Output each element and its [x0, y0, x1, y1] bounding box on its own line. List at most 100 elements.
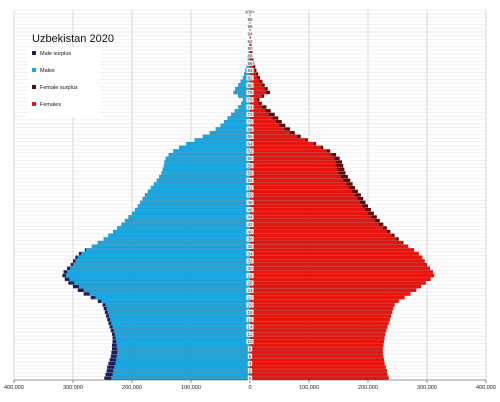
bar-female-26 [249, 281, 426, 285]
bar-female-51 [249, 189, 353, 194]
bar-female-surplus-63 [320, 145, 324, 150]
bar-male-66 [202, 134, 251, 139]
age-label-bg [246, 45, 254, 52]
age-label-bg [247, 353, 253, 359]
bar-male-surplus-28 [62, 273, 66, 278]
bar-male-surplus-24 [77, 288, 84, 292]
bar-male-59 [164, 160, 251, 164]
age-label: 54 [247, 178, 253, 183]
age-label: 46 [247, 207, 253, 212]
legend: Male surplus Males Female surplus Females [28, 47, 100, 117]
bar-female-20 [249, 303, 395, 307]
age-label: 70 [247, 119, 253, 124]
bar-male-10 [115, 339, 251, 344]
bar-female-surplus-66 [297, 134, 301, 139]
bar-male-15 [111, 321, 251, 325]
bar-male-surplus-6 [110, 354, 117, 358]
age-label: 100+ [245, 10, 256, 15]
age-label-bg [246, 141, 254, 147]
bar-female-16 [249, 317, 390, 322]
age-label: 86 [247, 61, 253, 66]
bar-male-18 [107, 310, 251, 314]
age-label-bg [246, 60, 254, 66]
age-label-bg [246, 126, 254, 132]
age-label: 18 [247, 310, 253, 315]
bar-male-surplus-8 [111, 347, 118, 351]
bar-male-surplus-5 [109, 358, 117, 362]
bar-male-37 [97, 240, 251, 245]
bar-male-47 [137, 204, 251, 208]
bar-male-surplus-3 [107, 365, 115, 369]
bar-male-23 [89, 292, 251, 296]
bar-female-31 [249, 262, 428, 267]
bar-female-59 [249, 160, 336, 164]
bar-male-12 [114, 332, 251, 336]
bar-male-surplus-21 [97, 299, 102, 303]
age-label: 28 [247, 273, 253, 278]
age-label-bg [246, 207, 254, 213]
bar-male-40 [113, 229, 251, 234]
age-label-bg [243, 9, 257, 15]
bar-male-38 [103, 237, 251, 241]
x-tick-label: 200,000 [358, 385, 378, 391]
age-label-bg [246, 163, 254, 169]
bar-female-63 [249, 145, 321, 150]
age-label-bg [246, 177, 254, 183]
age-label: 36 [247, 244, 253, 249]
age-label-bg [247, 375, 253, 381]
bar-male-2 [113, 369, 251, 373]
age-label: 14 [247, 325, 253, 330]
bar-female-surplus-55 [340, 175, 348, 179]
bar-female-surplus-67 [290, 131, 295, 135]
bar-male-53 [153, 182, 251, 186]
age-label: 6 [249, 354, 252, 359]
bar-female-14 [249, 325, 388, 329]
age-label: 26 [247, 281, 253, 286]
legend-box [28, 47, 100, 117]
bar-female-2 [249, 369, 387, 373]
age-label: 50 [247, 193, 253, 198]
bar-female-62 [249, 149, 327, 153]
bar-female-49 [249, 196, 358, 201]
x-tick-label: 300,000 [417, 385, 437, 391]
age-label: 16 [247, 317, 253, 322]
age-label-bg [246, 199, 254, 205]
bar-male-30 [69, 266, 251, 271]
age-label: 0 [249, 376, 252, 381]
bar-female-18 [249, 310, 393, 314]
bar-female-13 [249, 328, 387, 333]
bar-female-47 [249, 204, 363, 208]
bar-female-surplus-71 [272, 116, 279, 120]
bar-male-surplus-4 [108, 361, 116, 366]
bar-male-36 [91, 244, 251, 249]
bar-male-51 [147, 189, 251, 194]
bar-female-64 [249, 141, 314, 146]
bar-male-49 [142, 196, 251, 201]
age-label: 30 [247, 266, 253, 271]
bar-male-13 [113, 328, 251, 333]
age-label: 94 [247, 32, 253, 37]
age-label: 44 [247, 215, 253, 220]
age-label-bg [246, 119, 254, 125]
bar-male-4 [115, 361, 251, 366]
age-label: 66 [247, 134, 253, 139]
bar-male-surplus-31 [70, 262, 73, 267]
bar-male-surplus-19 [103, 306, 107, 311]
age-label-bg [246, 272, 254, 279]
bar-male-56 [161, 171, 251, 175]
age-label: 48 [247, 200, 253, 205]
age-label: 88 [247, 53, 253, 58]
bar-male-19 [106, 306, 251, 311]
bar-male-62 [173, 149, 251, 153]
age-label: 20 [247, 303, 253, 308]
age-label-bg [246, 23, 254, 30]
legend-label: Female surplus [40, 85, 78, 91]
bar-female-3 [249, 365, 386, 369]
age-label-bg [246, 243, 254, 249]
bar-female-surplus-81 [259, 79, 263, 84]
bar-female-7 [249, 350, 383, 355]
age-label: 32 [247, 259, 253, 264]
legend-swatch [32, 68, 36, 72]
legend-swatch [32, 51, 36, 55]
bar-female-surplus-79 [264, 87, 268, 91]
